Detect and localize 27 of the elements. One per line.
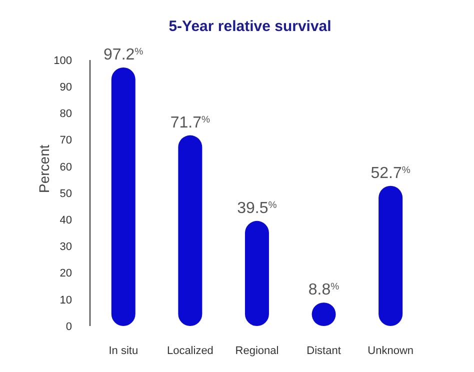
y-tick-label: 70 [60,134,72,147]
data-label: 71.7$^{%}$ [170,114,210,132]
bar [111,67,136,326]
y-tick-label: 100 [54,54,72,67]
data-label: 39.5$^{%}$ [237,199,278,217]
y-tick-label: 50 [60,188,72,200]
x-tick-label: Regional [235,344,279,357]
y-tick-label: 30 [60,241,72,254]
x-tick-label: Distant [306,344,341,357]
bar [244,220,269,326]
y-tick-label: 40 [60,214,72,227]
y-axis-title: Percent [36,144,52,193]
y-tick-label: 0 [66,320,72,333]
x-tick-label: Localized [166,344,214,357]
data-label: 52.7$^{%}$ [370,164,411,182]
bar [178,135,202,326]
y-tick-label: 80 [60,108,72,120]
data-label: 8.8$^{%}$ [308,281,340,299]
y-tick-label: 10 [60,294,72,306]
bar [378,186,403,326]
y-tick-label: 60 [60,161,72,174]
y-tick-label: 20 [60,268,72,280]
y-tick-label: 90 [60,82,72,94]
data-label: 97.2$^{%}$ [104,46,144,64]
chart-title: 5-Year relative survival [168,18,332,35]
x-tick-label: Unknown [368,344,414,357]
x-tick-label: In situ [108,344,138,357]
